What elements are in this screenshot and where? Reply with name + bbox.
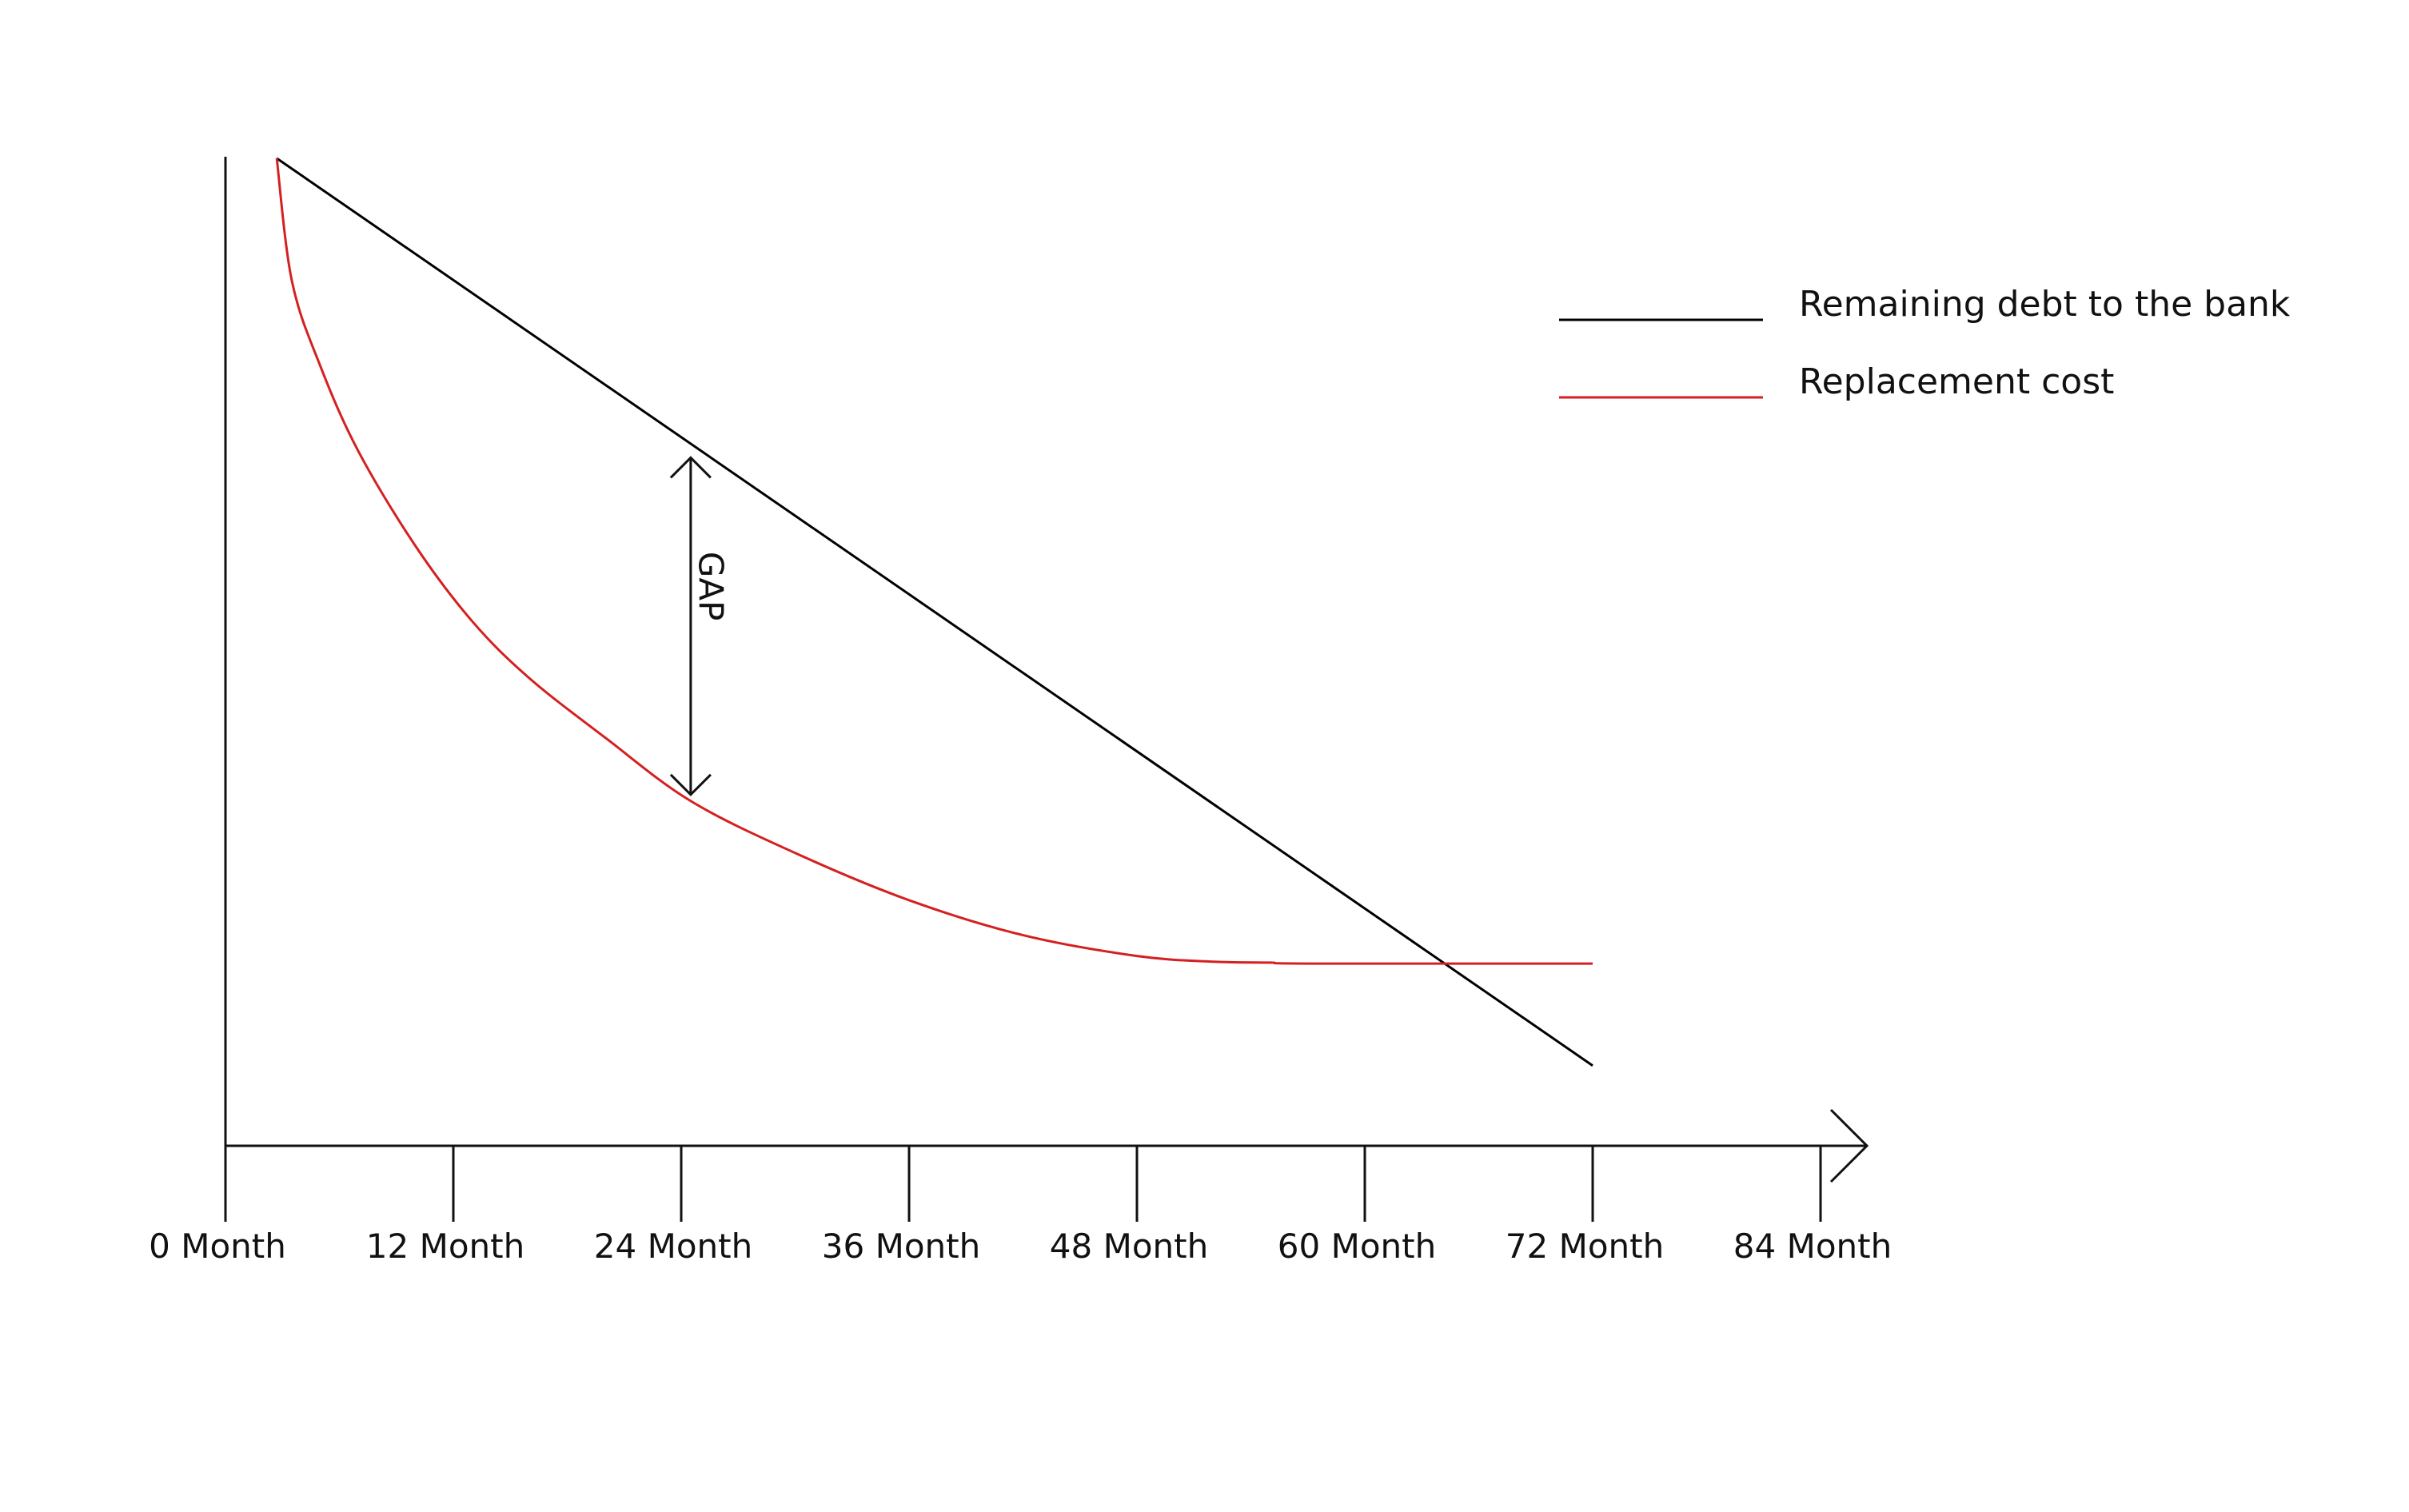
series-layer — [275, 157, 1593, 1067]
x-tick-label: 72 Month — [1506, 1227, 1664, 1266]
x-tick-label: 12 Month — [366, 1227, 524, 1266]
gap-label: GAP — [691, 552, 730, 621]
series-line-remaining-debt — [276, 157, 1593, 1067]
legend: Remaining debt to the bank Replacement co… — [1559, 284, 2291, 402]
legend-label: Replacement cost — [1799, 361, 2114, 402]
x-axis-arrowhead — [1829, 1108, 1869, 1183]
x-tick-label: 84 Month — [1733, 1227, 1892, 1266]
legend-label: Remaining debt to the bank — [1799, 284, 2291, 325]
axes: 0 Month 12 Month 24 Month 36 Month 48 Month 6… — [149, 157, 1892, 1266]
x-tick-label: 48 Month — [1050, 1227, 1208, 1266]
x-tick-label: 60 Month — [1278, 1227, 1436, 1266]
gap-arrowhead-bottom — [669, 773, 712, 796]
gap-arrowhead-top — [669, 456, 712, 479]
x-tick-label: 0 Month — [149, 1227, 286, 1266]
x-tick-label: 24 Month — [594, 1227, 752, 1266]
annotation-layer: GAP — [669, 456, 730, 796]
x-tick-label: 36 Month — [822, 1227, 980, 1266]
series-line-replacement-cost — [275, 158, 1593, 965]
